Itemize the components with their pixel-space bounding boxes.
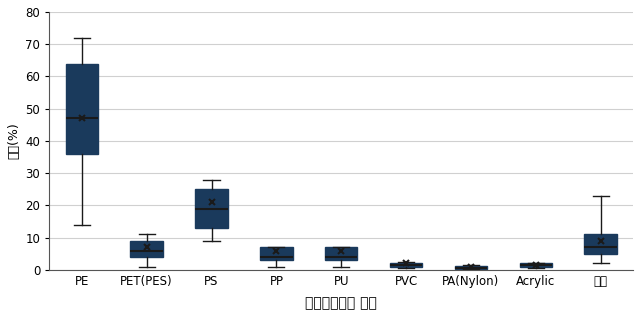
PathPatch shape <box>390 263 422 267</box>
PathPatch shape <box>325 247 358 260</box>
PathPatch shape <box>195 189 228 228</box>
PathPatch shape <box>454 266 487 268</box>
PathPatch shape <box>584 234 617 254</box>
X-axis label: 미세플라스틱 종류: 미세플라스틱 종류 <box>305 296 377 310</box>
PathPatch shape <box>520 263 552 267</box>
PathPatch shape <box>260 247 292 260</box>
PathPatch shape <box>66 63 98 154</box>
PathPatch shape <box>131 241 163 257</box>
Y-axis label: 비율(%): 비율(%) <box>7 123 20 159</box>
